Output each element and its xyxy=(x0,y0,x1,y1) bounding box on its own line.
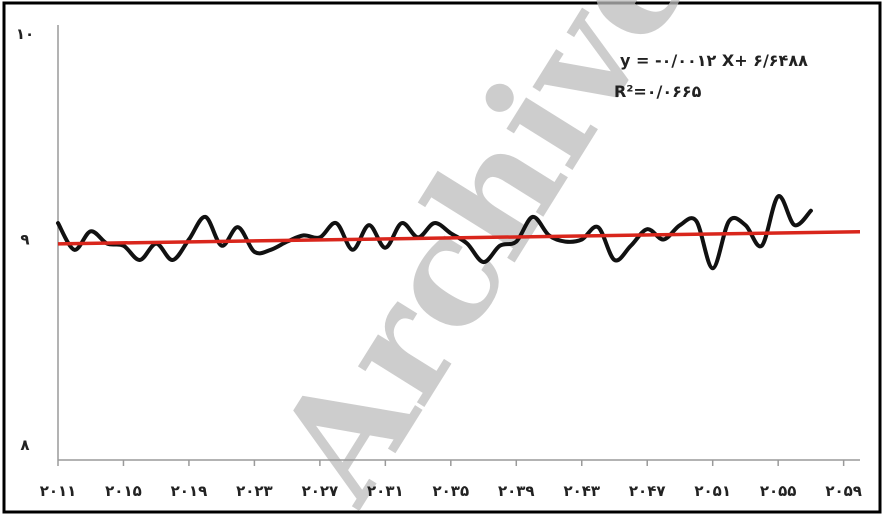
r-squared: R²=۰/۰۶۶۵ xyxy=(614,82,702,101)
y-tick-label: ۹ xyxy=(20,231,29,249)
x-tick-label: ۲۰۲۷ xyxy=(302,482,339,500)
x-tick-label: ۲۰۳۵ xyxy=(433,482,470,500)
series-group xyxy=(56,194,861,271)
x-tick-label: ۲۰۲۳ xyxy=(236,482,273,500)
series-line xyxy=(56,194,813,271)
x-tick-label: ۲۰۱۵ xyxy=(105,482,142,500)
x-tick-label: ۲۰۳۹ xyxy=(498,482,535,500)
x-tick-label: ۲۰۵۹ xyxy=(825,482,862,500)
trend-equation: y = -۰/۰۰۱۲ X+ ۶/۶۴۸۸ xyxy=(620,51,808,70)
x-tick-label: ۲۰۱۹ xyxy=(171,482,208,500)
x-tick-label: ۲۰۵۵ xyxy=(760,482,797,500)
x-tick-label: ۲۰۴۳ xyxy=(563,482,600,500)
trend-line xyxy=(57,230,861,246)
x-tick-label: ۲۰۳۱ xyxy=(367,482,404,500)
y-tick-label: ۱۰ xyxy=(16,25,34,43)
x-tick-label: ۲۰۵۱ xyxy=(694,482,731,500)
x-tick-label: ۲۰۱۱ xyxy=(40,482,77,500)
y-tick-label: ۸ xyxy=(20,436,29,454)
tick-labels: ۸ ۹ ۱۰ ۲۰۱۱ ۲۰۱۵ ۲۰۱۹ ۲۰۲۳ ۲۰۲۷ ۲۰۳۱ ۲۰۳۵ ۲۰۳۹ ۲۰۴۳… xyxy=(16,25,862,500)
x-tick-label: ۲۰۴۷ xyxy=(629,482,666,500)
axis-ticks xyxy=(57,460,845,466)
